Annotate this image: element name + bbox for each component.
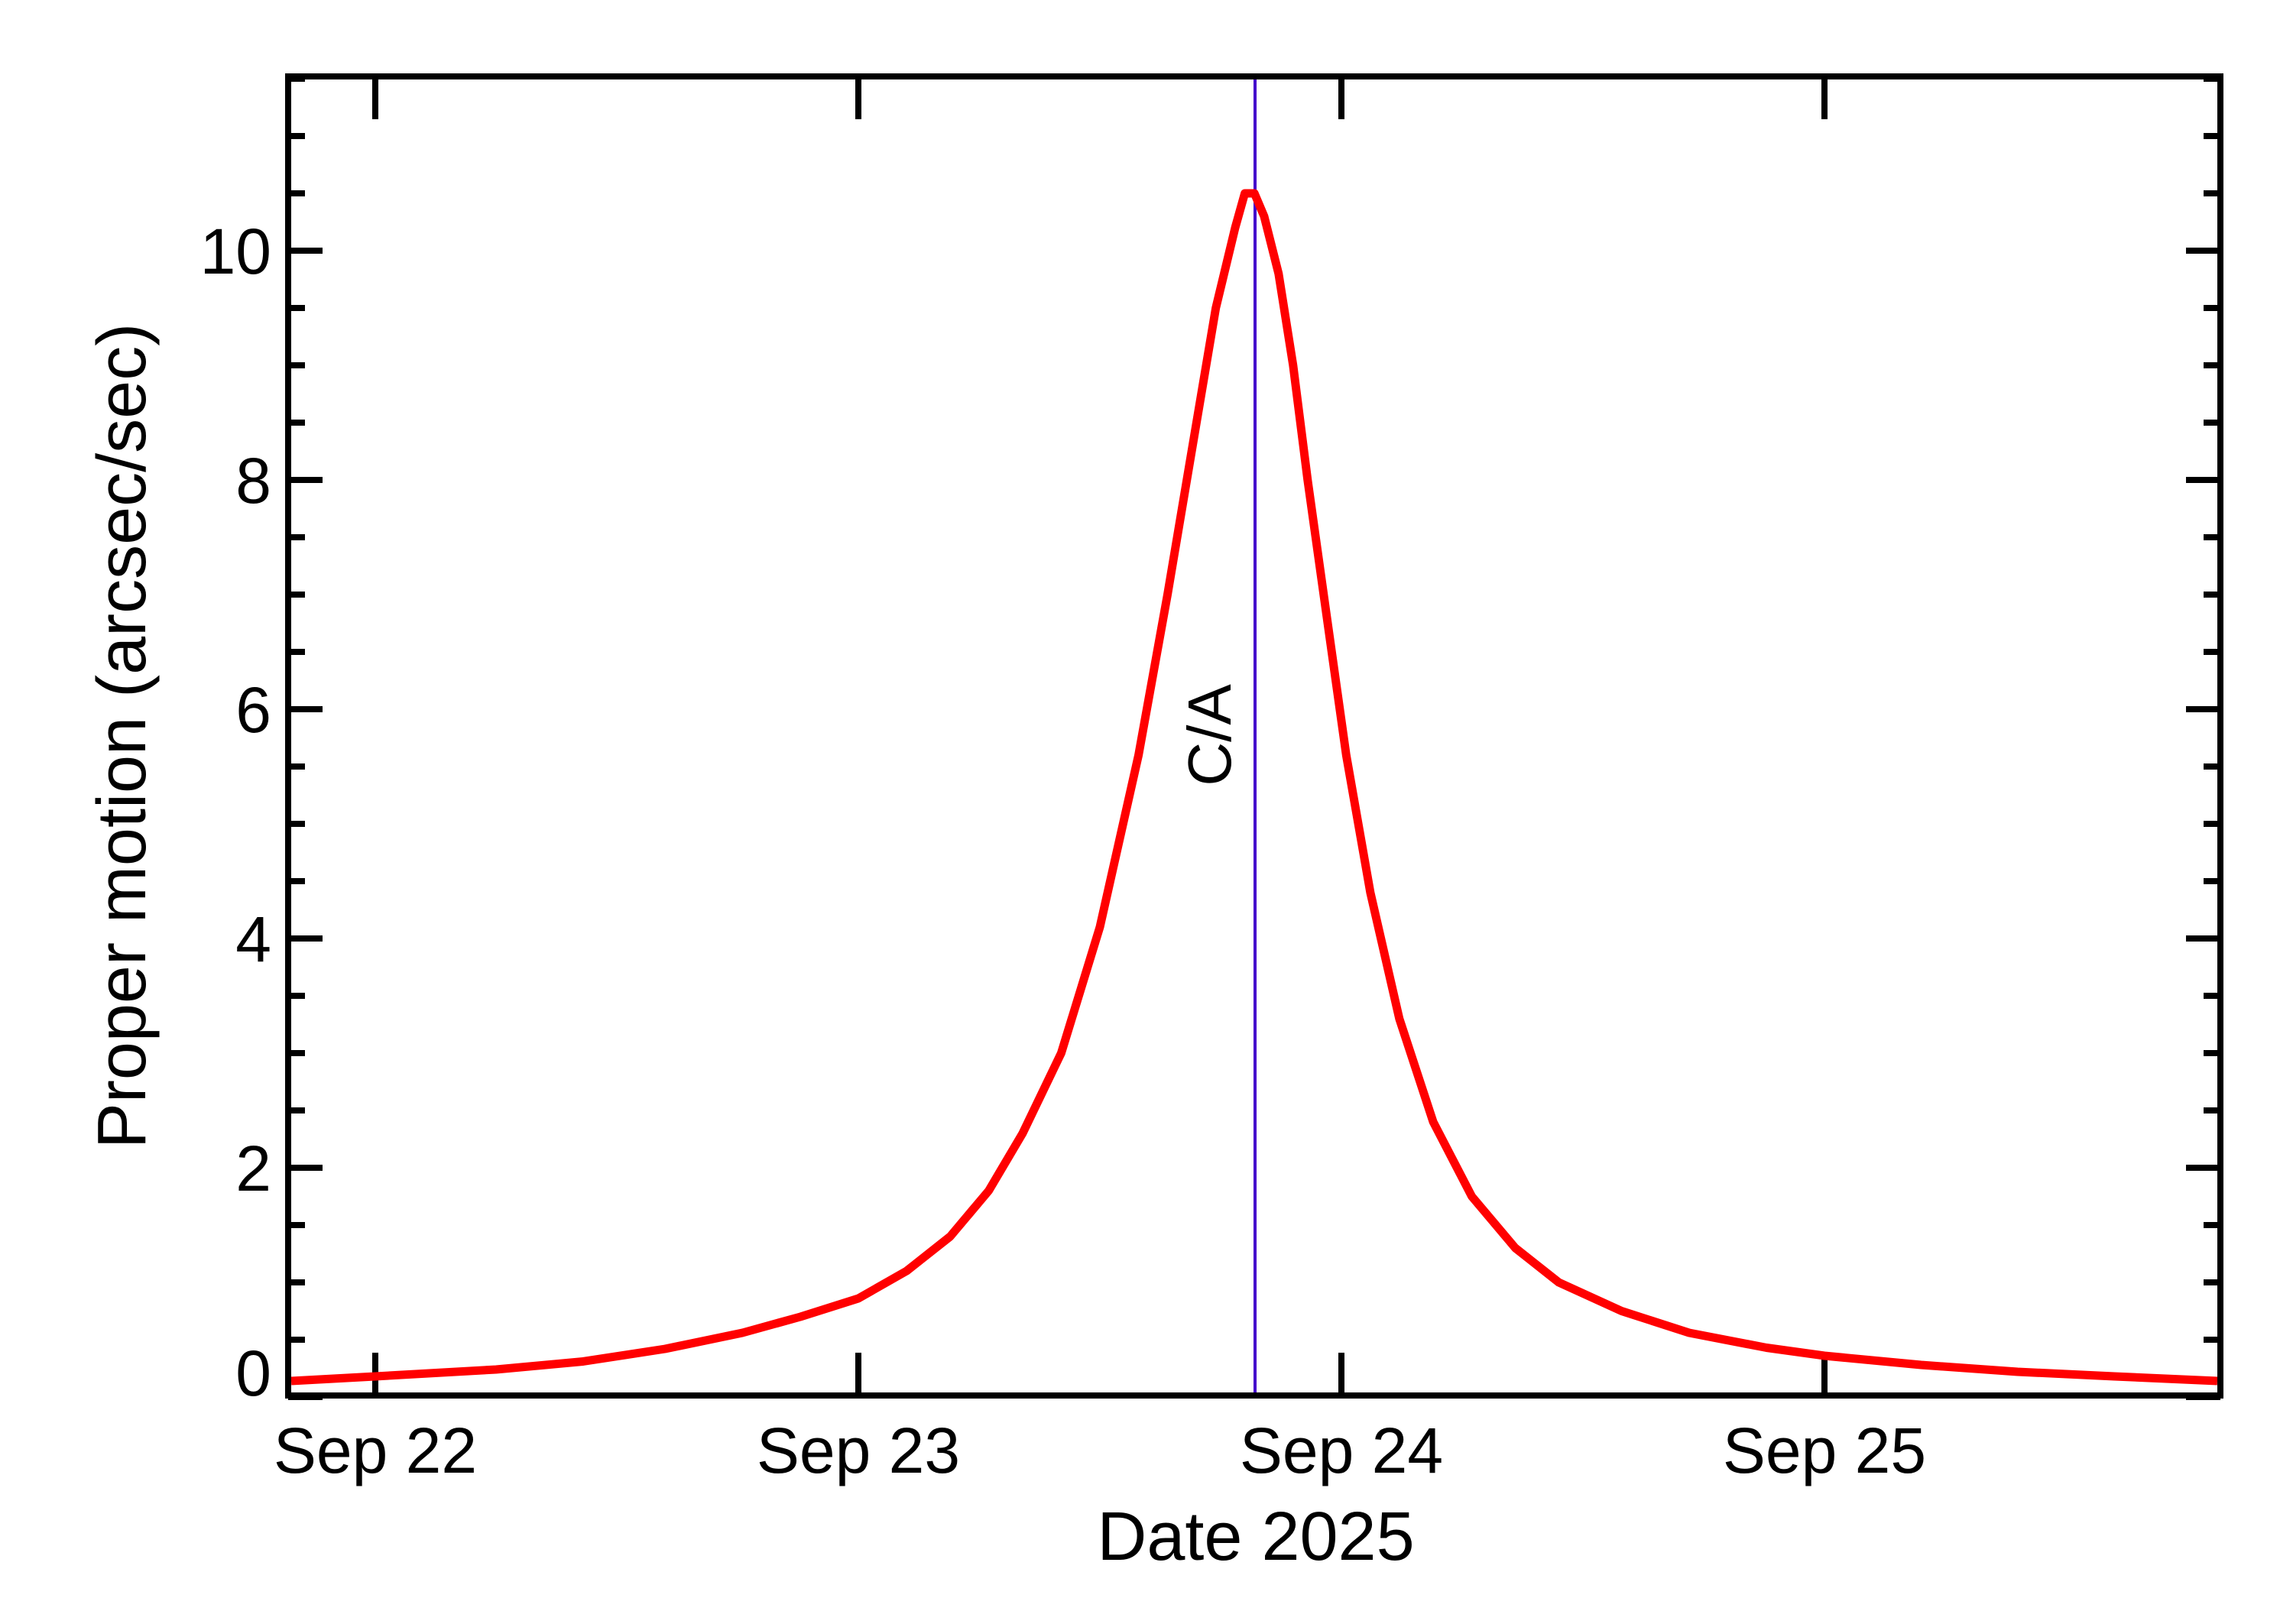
- y-tick-label: 10: [200, 216, 271, 287]
- y-tick-label: 6: [235, 674, 271, 746]
- x-tick-labels: Sep 22 Sep 23 Sep 24 Sep 25: [274, 1415, 1926, 1486]
- y-tick-label: 8: [235, 445, 271, 517]
- x-tick-label: Sep 25: [1723, 1415, 1926, 1486]
- y-tick-labels: 0 2 4 6 8 10: [200, 216, 271, 1409]
- x-tick-label: Sep 24: [1240, 1415, 1443, 1486]
- x-tick-label: Sep 23: [757, 1415, 960, 1486]
- close-approach-label: C/A: [1176, 684, 1244, 786]
- proper-motion-curve: [290, 189, 2218, 1386]
- y-axis-label: Proper motion (arcsec/sec): [84, 323, 161, 1149]
- x-tick-label: Sep 22: [274, 1415, 477, 1486]
- plot-frame: [285, 73, 2223, 1399]
- y-tick-label: 0: [235, 1337, 271, 1409]
- x-axis-label: Date 2025: [1097, 1499, 1414, 1575]
- y-tick-label: 2: [235, 1133, 271, 1204]
- y-tick-label: 4: [235, 903, 271, 975]
